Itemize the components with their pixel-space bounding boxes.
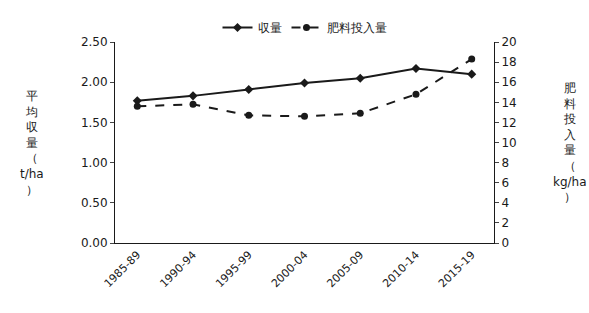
svg-text:肥料投入量（kg/ha）: 肥料投入量（kg/ha） bbox=[553, 81, 587, 204]
svg-text:10: 10 bbox=[501, 136, 516, 150]
svg-text:14: 14 bbox=[501, 96, 516, 110]
svg-text:0.00: 0.00 bbox=[81, 236, 108, 250]
svg-text:2010-14: 2010-14 bbox=[380, 249, 422, 291]
svg-text:1990-94: 1990-94 bbox=[157, 249, 199, 291]
svg-text:18: 18 bbox=[501, 55, 516, 69]
svg-text:1.50: 1.50 bbox=[81, 116, 108, 130]
svg-text:平均収量（t/ha）: 平均収量（t/ha） bbox=[20, 89, 44, 197]
svg-text:4: 4 bbox=[501, 196, 509, 210]
svg-text:2: 2 bbox=[501, 216, 509, 230]
svg-text:1985-89: 1985-89 bbox=[102, 249, 144, 291]
svg-text:1995-99: 1995-99 bbox=[213, 249, 255, 291]
svg-text:0: 0 bbox=[501, 236, 509, 250]
svg-text:12: 12 bbox=[501, 116, 516, 130]
svg-text:6: 6 bbox=[501, 176, 509, 190]
svg-text:2.00: 2.00 bbox=[81, 75, 108, 89]
svg-text:2.50: 2.50 bbox=[81, 35, 108, 49]
svg-text:収量: 収量 bbox=[258, 21, 282, 35]
svg-text:1.00: 1.00 bbox=[81, 156, 108, 170]
svg-text:0.50: 0.50 bbox=[81, 196, 108, 210]
svg-text:20: 20 bbox=[501, 35, 516, 49]
svg-text:肥料投入量: 肥料投入量 bbox=[327, 21, 387, 35]
svg-text:16: 16 bbox=[501, 75, 516, 89]
svg-text:2015-19: 2015-19 bbox=[436, 249, 478, 291]
svg-text:2005-09: 2005-09 bbox=[325, 249, 367, 291]
svg-text:8: 8 bbox=[501, 156, 509, 170]
svg-text:2000-04: 2000-04 bbox=[269, 249, 311, 291]
